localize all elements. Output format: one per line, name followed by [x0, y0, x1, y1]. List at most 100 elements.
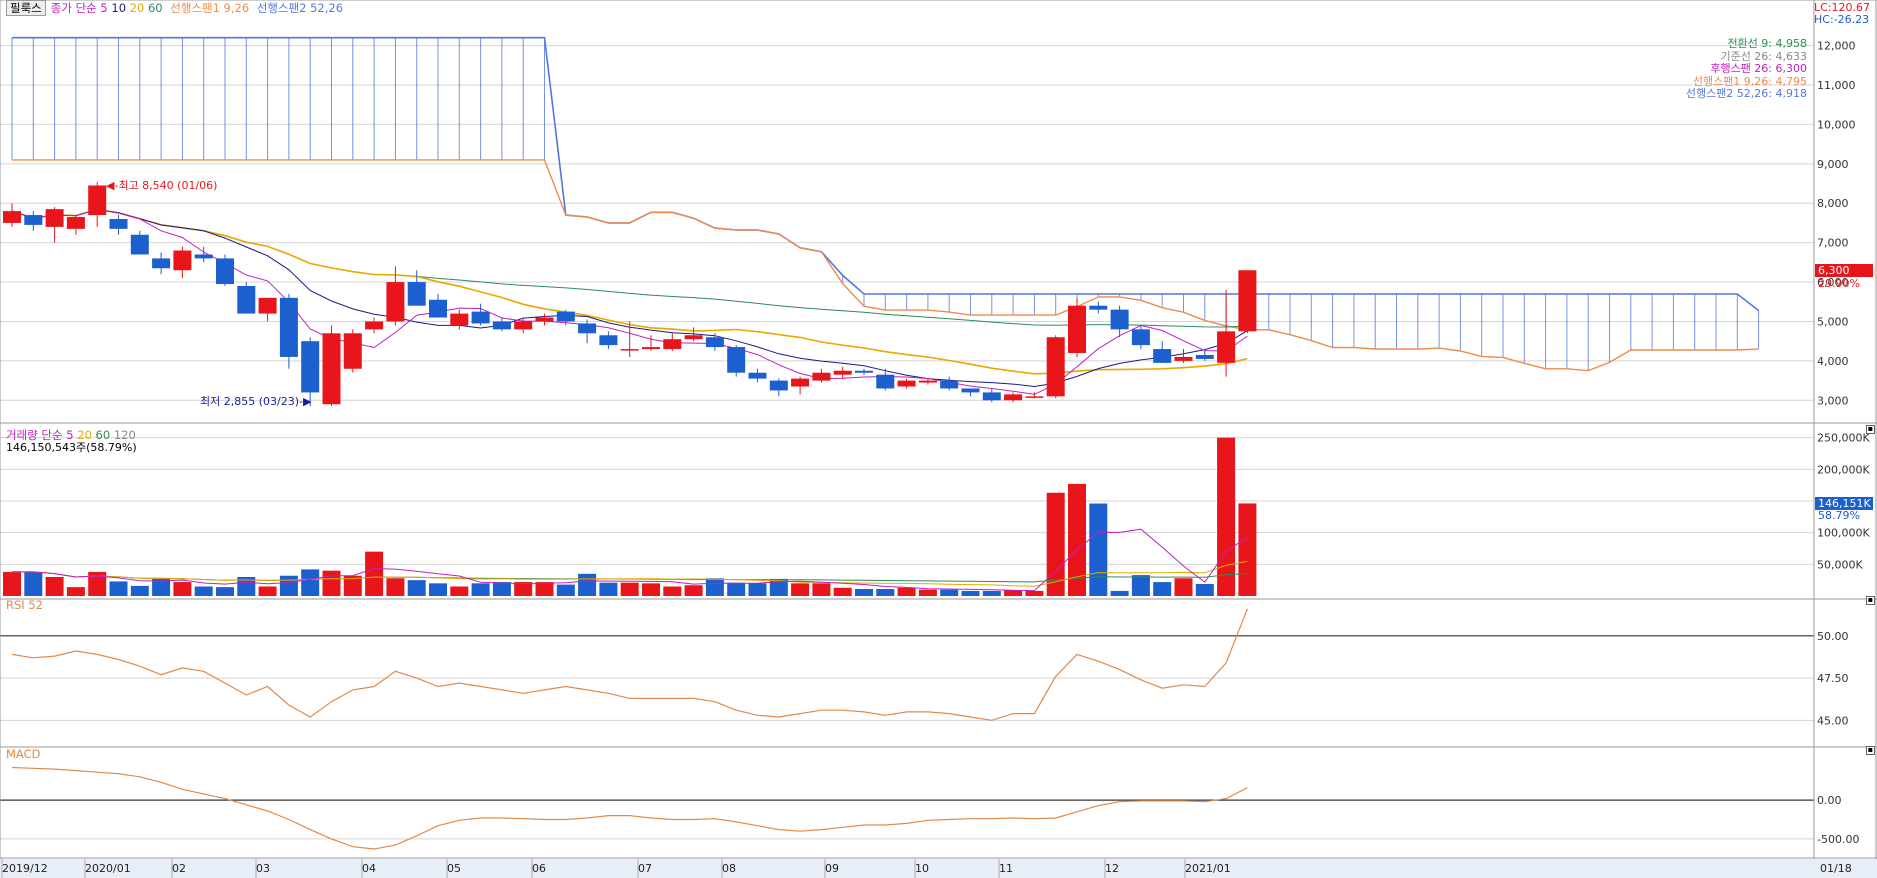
- volume-bar: [769, 578, 788, 596]
- volume-bar: [1046, 492, 1065, 596]
- candle: [66, 217, 85, 229]
- volume-bar: [88, 571, 107, 596]
- price-tick-label: 12,000: [1817, 40, 1856, 53]
- volume-bar: [1174, 578, 1193, 596]
- candle: [1195, 354, 1214, 359]
- macd-panel-toggle[interactable]: ▪: [1866, 745, 1875, 755]
- x-tick-label: 10: [915, 862, 929, 875]
- price-tick-label: 5,000: [1817, 315, 1849, 328]
- volume-bar: [1217, 437, 1236, 596]
- volume-tick-label: 50,000K: [1817, 558, 1863, 571]
- candle: [194, 254, 213, 259]
- x-axis-band: [0, 859, 1877, 878]
- candle: [130, 234, 149, 255]
- stock-name[interactable]: 필룩스: [6, 0, 46, 16]
- volume-bar: [982, 590, 1001, 596]
- volume-ma-5[interactable]: 5: [66, 428, 74, 442]
- volume-info: 146,150,543주(58.79%): [6, 441, 137, 454]
- leading-span2-line: [12, 36, 1760, 312]
- volume-bar: [855, 589, 873, 596]
- volume-bar: [450, 586, 469, 596]
- volume-bar: [1068, 483, 1086, 596]
- low-annotation: 최저 2,855 (03/23)-▶: [200, 395, 312, 408]
- span1-legend[interactable]: 선행스팬1 9,26: [170, 1, 250, 15]
- volume-bar: [514, 582, 533, 596]
- volume-tick-label: 200,000K: [1817, 463, 1870, 476]
- volume-bar: [45, 577, 64, 596]
- volume-panel-toggle[interactable]: ▪: [1866, 424, 1875, 434]
- macd-line: [11, 766, 1248, 850]
- candle: [663, 339, 682, 350]
- candle: [1025, 396, 1044, 398]
- rsi-panel-toggle[interactable]: ▪: [1866, 595, 1875, 605]
- x-tick-label: 2020/01: [85, 862, 131, 875]
- candle: [24, 215, 43, 225]
- x-tick-label: 08: [722, 862, 736, 875]
- volume-bar: [812, 583, 831, 596]
- candle: [769, 380, 788, 391]
- x-tick-label: 09: [825, 862, 839, 875]
- price-ma-60[interactable]: 60: [147, 1, 163, 15]
- macd-title[interactable]: MACD: [6, 747, 41, 761]
- volume-tick-label: 100,000K: [1817, 527, 1870, 540]
- conversion-line-info: 전환선 9: 4,958: [1727, 37, 1807, 50]
- candle: [855, 370, 873, 373]
- volume-bar: [1153, 582, 1172, 596]
- price-tick-label: 6,000: [1817, 276, 1849, 289]
- volume-bar: [1131, 575, 1150, 596]
- high-annotation: ◀-최고 8,540 (01/06): [106, 179, 218, 192]
- volume-ma-120[interactable]: 120: [113, 428, 136, 442]
- x-tick-label: 11: [999, 862, 1013, 875]
- volume-bar: [1089, 503, 1108, 596]
- x-tick-label: 2019/12: [2, 862, 48, 875]
- base-line-info: 기준선 26: 4,633: [1720, 49, 1807, 63]
- volume-bar: [1025, 590, 1044, 596]
- macd-tick-label: 0.00: [1817, 794, 1842, 807]
- volume-bar: [620, 582, 639, 596]
- volume-bar: [535, 582, 554, 596]
- candle: [152, 258, 171, 269]
- x-tick-label: 02: [172, 862, 186, 875]
- volume-ma-20[interactable]: 20: [77, 428, 92, 442]
- volume-bar: [194, 586, 213, 596]
- volume-bar: [897, 587, 916, 596]
- rsi-tick-label: 50.00: [1817, 630, 1849, 643]
- volume-bar: [578, 573, 597, 596]
- candle: [1089, 305, 1108, 310]
- x-right-label: 01/18: [1820, 862, 1852, 875]
- candle: [727, 347, 746, 373]
- candle: [45, 209, 64, 227]
- price-tick-label: 3,000: [1817, 394, 1849, 407]
- rsi-tick-label: 47.50: [1817, 672, 1849, 685]
- volume-tick-label: 250,000K: [1817, 432, 1870, 445]
- candle: [88, 185, 107, 216]
- candle: [173, 250, 192, 271]
- candle: [1174, 356, 1193, 361]
- candle: [599, 335, 618, 346]
- volume-ma-60[interactable]: 60: [95, 428, 111, 442]
- price-tick-label: 8,000: [1817, 197, 1849, 210]
- candle: [237, 286, 256, 314]
- last-price-tag: 6,300: [1815, 264, 1873, 277]
- candle: [109, 219, 128, 229]
- volume-bars: [3, 437, 1257, 596]
- volume-bar: [1238, 503, 1257, 596]
- x-tick-label: 2021/01: [1185, 862, 1231, 875]
- candle: [1153, 349, 1172, 363]
- volume-bar: [961, 590, 980, 596]
- rsi-polyline: [11, 608, 1248, 721]
- price-ma-10[interactable]: 10: [111, 1, 127, 15]
- volume-bar: [343, 575, 362, 596]
- span2-legend[interactable]: 선행스팬2 52,26: [256, 1, 344, 15]
- leading-span1-line: [12, 159, 1759, 372]
- price-ma-20[interactable]: 20: [129, 1, 145, 15]
- volume-bar: [556, 584, 575, 596]
- price-tick-label: 11,000: [1817, 79, 1856, 92]
- rsi-title[interactable]: RSI 52: [6, 598, 43, 612]
- x-tick-label: 06: [532, 862, 546, 875]
- volume-bar: [642, 583, 660, 596]
- volume-title[interactable]: 거래량: [6, 428, 38, 442]
- candle: [876, 374, 895, 389]
- price-ma-5[interactable]: 5: [100, 1, 108, 15]
